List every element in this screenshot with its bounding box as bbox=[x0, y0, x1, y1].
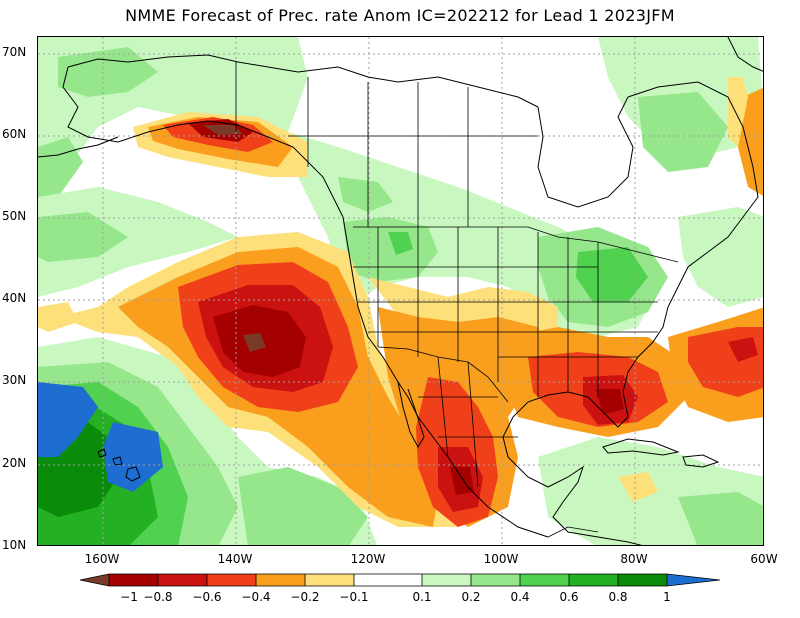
lon-label-100w: 100W bbox=[483, 552, 519, 566]
lat-label-30n: 30N bbox=[2, 373, 27, 387]
colorbar-label: −0.8 bbox=[143, 590, 173, 604]
anom-wet-npac-mid bbox=[38, 212, 128, 262]
coastlines bbox=[38, 37, 763, 545]
colorbar-swatch-5 bbox=[305, 574, 354, 586]
anom-wet-tropical-east bbox=[238, 467, 368, 545]
lat-label-10n: 10N bbox=[2, 538, 27, 552]
anom-dry-npac-brown bbox=[243, 333, 266, 352]
anom-wet-caribbean bbox=[678, 492, 763, 545]
colorbar-swatch-7 bbox=[422, 574, 471, 586]
colorbar-label: 0.6 bbox=[559, 590, 579, 604]
colorbar-outline bbox=[79, 573, 721, 587]
colorbar-label: −1 bbox=[120, 590, 138, 604]
anom-dry-caribbean-patch bbox=[618, 472, 658, 502]
colorbar-label: 0.1 bbox=[412, 590, 432, 604]
colorbar-swatch-10 bbox=[569, 574, 618, 586]
map-title: NMME Forecast of Prec. rate Anom IC=2022… bbox=[125, 6, 675, 25]
anom-dry-pac-patch bbox=[38, 302, 78, 332]
colorbar-swatch-9 bbox=[520, 574, 569, 586]
political-boundaries bbox=[235, 62, 679, 538]
colorbar-label: −0.4 bbox=[241, 590, 271, 604]
lat-label-50n: 50N bbox=[2, 209, 27, 223]
colorbar-swatch-11 bbox=[618, 574, 667, 586]
colorbar-label: −0.6 bbox=[192, 590, 222, 604]
anom-wet-atlantic bbox=[678, 207, 763, 307]
colorbar-swatch-6 bbox=[354, 574, 422, 586]
lat-label-60n: 60N bbox=[2, 127, 27, 141]
lat-label-40n: 40N bbox=[2, 291, 27, 305]
anom-dry-florida-darkest bbox=[596, 389, 624, 415]
anom-dry-atlantic-core bbox=[728, 337, 758, 362]
anom-wet-ne-canada-mid bbox=[638, 92, 728, 172]
colorbar-label: 1 bbox=[663, 590, 671, 604]
colorbar-swatches bbox=[79, 573, 721, 587]
colorbar: −1 −0.8 −0.6 −0.4 −0.2 −0.1 0.1 0.2 0.4 … bbox=[0, 570, 800, 618]
colorbar-swatch-8 bbox=[471, 574, 520, 586]
anom-wet-canada-prairie bbox=[338, 177, 393, 212]
anom-wet-hawaii-blue-2 bbox=[103, 422, 163, 492]
lat-label-70n: 70N bbox=[2, 45, 27, 59]
anom-wet-alaska-mid bbox=[58, 47, 158, 97]
colorbar-swatch-0 bbox=[80, 574, 109, 586]
lon-label-80w: 80W bbox=[620, 552, 648, 566]
colorbar-swatch-4 bbox=[256, 574, 305, 586]
anom-wet-nw-us-core bbox=[388, 232, 413, 255]
colorbar-label: 0.8 bbox=[608, 590, 628, 604]
colorbar-label: 0.4 bbox=[510, 590, 530, 604]
colorbar-swatch-3 bbox=[207, 574, 256, 586]
precip-anomaly-map bbox=[38, 37, 763, 545]
colorbar-label: −0.1 bbox=[339, 590, 369, 604]
colorbar-label: −0.2 bbox=[290, 590, 320, 604]
lat-label-20n: 20N bbox=[2, 456, 27, 470]
lon-label-120w: 120W bbox=[350, 552, 386, 566]
anom-wet-hawaii-blue bbox=[38, 382, 98, 457]
lon-label-140w: 140W bbox=[217, 552, 253, 566]
map-grid bbox=[38, 37, 763, 545]
anom-wet-great-lakes-core bbox=[576, 247, 648, 302]
colorbar-swatch-1 bbox=[109, 574, 158, 586]
colorbar-swatch-12 bbox=[667, 574, 720, 586]
anom-dry-alaska-brown bbox=[203, 125, 243, 135]
anom-dry-mexico-darkest bbox=[450, 467, 474, 495]
anom-wet-nw-us bbox=[343, 217, 438, 282]
map-panel bbox=[37, 36, 764, 546]
colorbar-swatch-2 bbox=[158, 574, 207, 586]
anom-dry-ne-corner-light bbox=[728, 77, 748, 147]
anom-wet-bering bbox=[38, 137, 83, 202]
lon-label-60w: 60W bbox=[750, 552, 778, 566]
colorbar-label: 0.2 bbox=[461, 590, 481, 604]
lon-label-160w: 160W bbox=[84, 552, 120, 566]
